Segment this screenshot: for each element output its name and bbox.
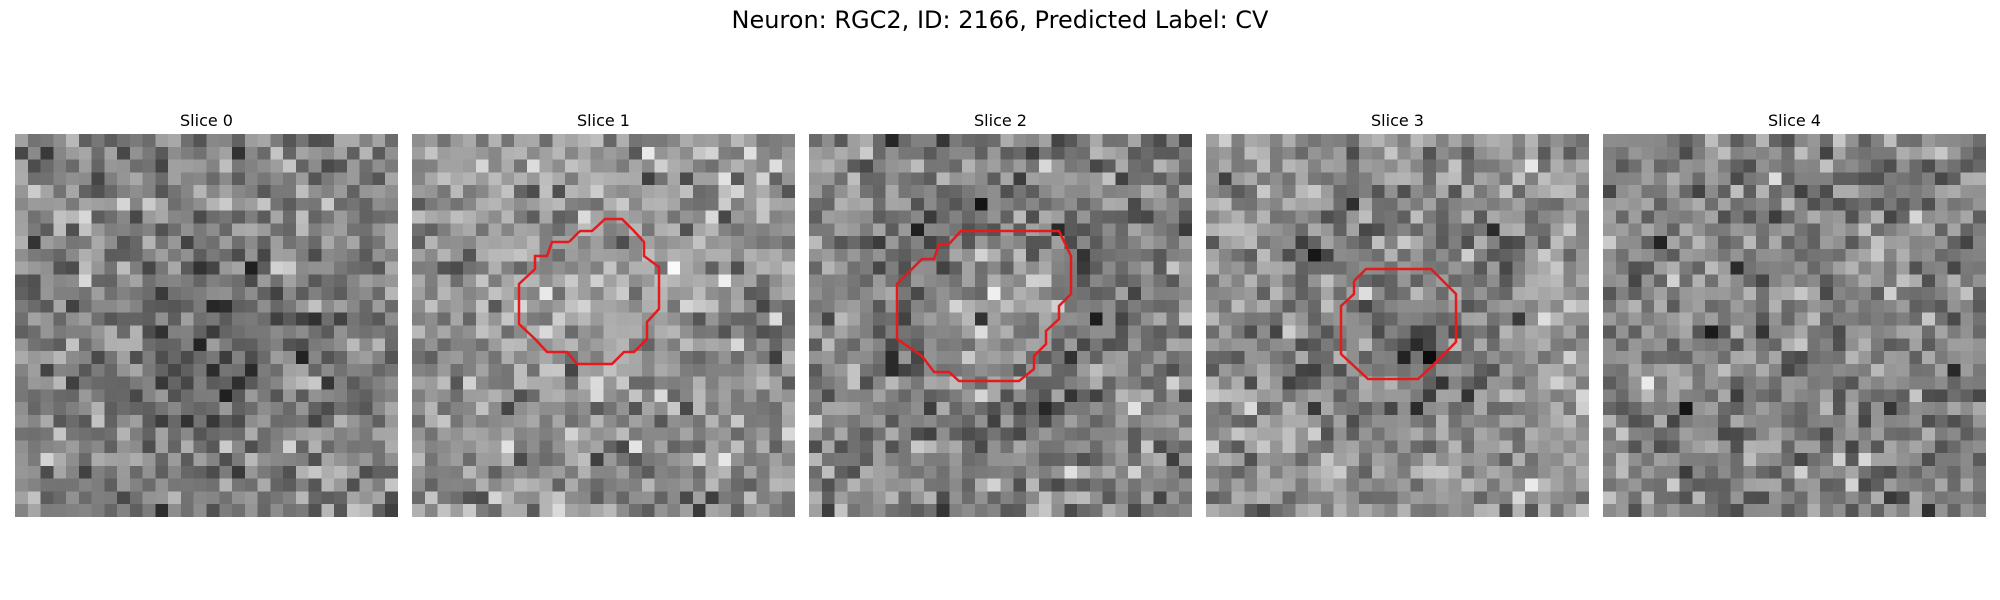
roi-contour bbox=[517, 217, 661, 366]
slice-image-container bbox=[15, 134, 398, 517]
slice-title: Slice 1 bbox=[577, 111, 630, 130]
slice-panel-0: Slice 0 bbox=[15, 108, 398, 517]
roi-outline bbox=[1339, 267, 1458, 381]
slice-image bbox=[15, 134, 398, 517]
slice-panel-1: Slice 1 bbox=[412, 108, 795, 517]
roi-contour bbox=[1339, 267, 1458, 381]
roi-contour bbox=[895, 229, 1073, 383]
slice-image bbox=[1603, 134, 1986, 517]
slice-image-container bbox=[412, 134, 795, 517]
slice-panel-2: Slice 2 bbox=[809, 108, 1192, 517]
slice-image-container bbox=[1603, 134, 1986, 517]
slice-image bbox=[1206, 134, 1589, 517]
slice-image bbox=[809, 134, 1192, 517]
slice-title: Slice 0 bbox=[180, 111, 233, 130]
roi-outline bbox=[895, 229, 1073, 383]
figure-title: Neuron: RGC2, ID: 2166, Predicted Label:… bbox=[731, 6, 1269, 34]
slice-image-container bbox=[1206, 134, 1589, 517]
slice-image bbox=[412, 134, 795, 517]
slice-title: Slice 3 bbox=[1371, 111, 1424, 130]
roi-outline bbox=[517, 217, 661, 366]
slice-title: Slice 4 bbox=[1768, 111, 1821, 130]
slice-panel-4: Slice 4 bbox=[1603, 108, 1986, 517]
slice-image-container bbox=[809, 134, 1192, 517]
slice-title: Slice 2 bbox=[974, 111, 1027, 130]
slice-panel-3: Slice 3 bbox=[1206, 108, 1589, 517]
